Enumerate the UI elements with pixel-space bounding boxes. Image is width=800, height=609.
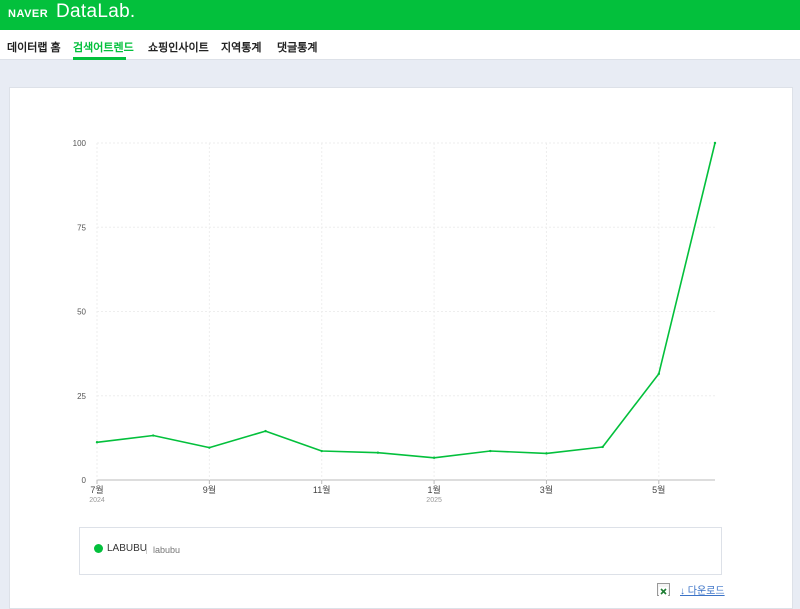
legend-series-name: LABUBU [107,543,148,554]
x-tick-label: 5월 [652,484,665,495]
y-tick-label: 25 [77,392,86,401]
data-point [432,456,436,459]
x-tick-label: 1월 [427,484,440,495]
x-tick-year-label: 2024 [89,497,105,504]
y-tick-label: 75 [77,223,86,232]
y-tick-label: 100 [73,139,87,148]
data-point [657,372,661,376]
excel-icon[interactable] [657,583,670,596]
legend-color-dot [94,544,103,553]
data-point [151,434,155,437]
data-point [601,445,604,449]
y-tick-label: 50 [77,308,86,317]
datalab-logo[interactable]: DataLab. [56,1,136,22]
tab-datalab-home[interactable]: 데이터랩 홈 [7,42,61,54]
x-tick-label: 9월 [203,484,216,495]
legend-separator [146,545,147,554]
data-point [95,441,99,444]
data-point [320,449,323,453]
tab-shopping-insight[interactable]: 쇼핑인사이트 [148,42,209,54]
legend-box: LABUBU labubu [79,527,722,575]
data-point [264,429,267,433]
active-tab-indicator [73,57,126,60]
naver-logo[interactable]: NAVER [8,8,49,20]
download-button[interactable]: ↓ 다운로드 [680,586,725,597]
tab-comment-stats[interactable]: 댓글통계 [277,42,318,54]
x-tick-year-label: 2025 [426,497,442,504]
data-point [489,449,492,453]
data-point [376,451,380,454]
data-point [713,141,717,145]
x-tick-label: 3월 [540,484,553,495]
nav-tab-bar: 데이터랩 홈 검색어트렌드 쇼핑인사이트 지역통계 댓글통계 [0,30,800,60]
series-line-labubu [96,142,716,459]
x-tick-label: 7월 [90,484,103,495]
trend-chart-panel [9,87,793,609]
x-tick-label: 11월 [313,484,331,495]
tab-regional-stats[interactable]: 지역통계 [221,42,262,54]
legend-keyword: labubu [153,545,181,555]
tab-search-trend[interactable]: 검색어트렌드 [73,42,134,54]
top-header-bar: NAVER DataLab. [0,0,800,30]
data-point [545,452,548,455]
data-point [208,446,211,449]
y-tick-label: 0 [82,476,87,485]
